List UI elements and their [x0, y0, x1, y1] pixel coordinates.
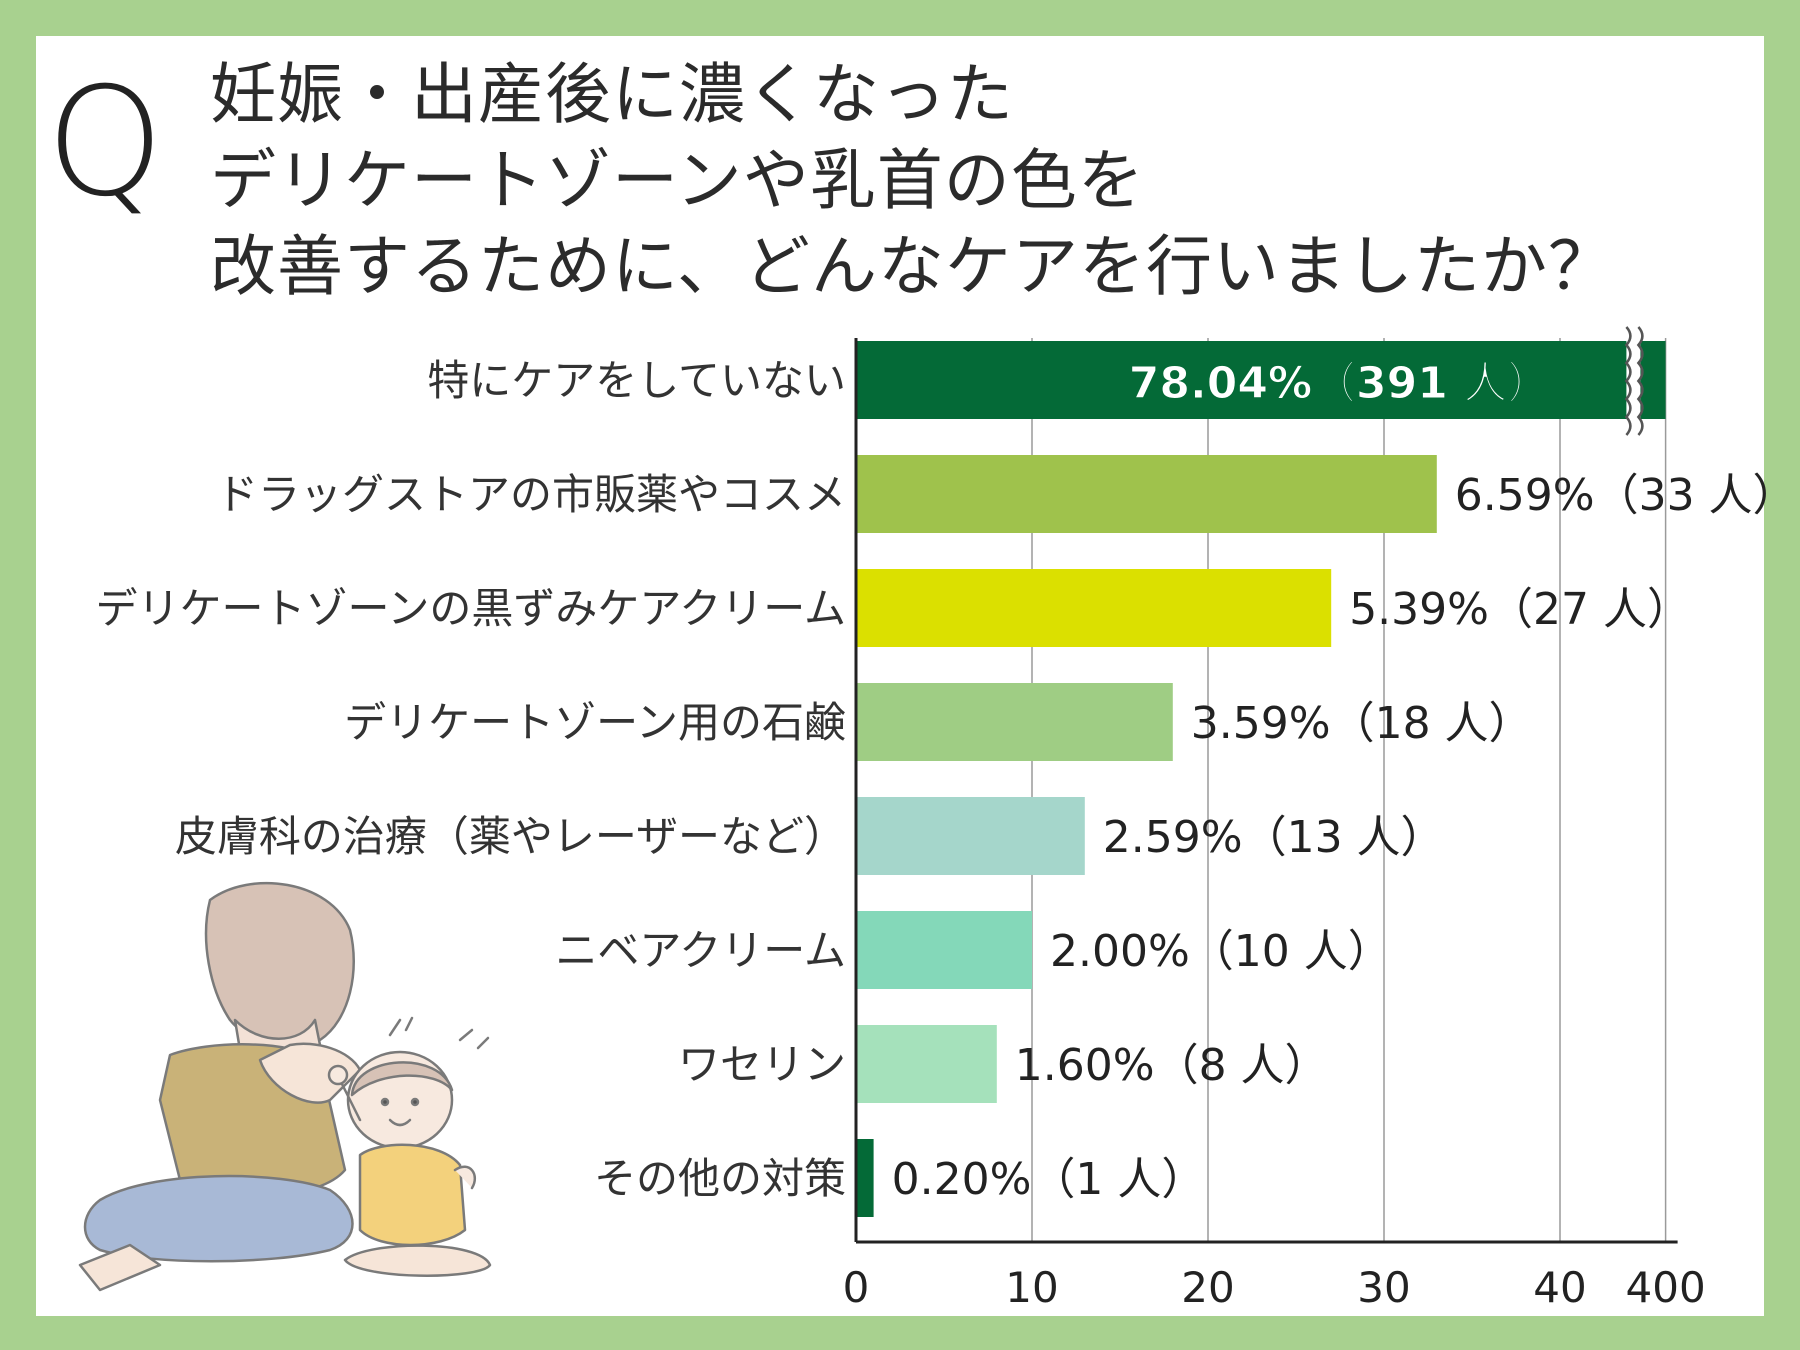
data-label: 1.60%（8 人） [1015, 1040, 1329, 1091]
x-tick-label: 10 [1005, 1263, 1058, 1312]
mother-baby-illustration [78, 881, 492, 1292]
baby-figure [327, 1050, 492, 1277]
category-label: ドラッグストアの市販薬やコスメ [216, 470, 846, 519]
category-label: 特にケアをしていない [427, 356, 846, 405]
bar [856, 911, 1032, 989]
x-tick-label: 0 [843, 1263, 870, 1312]
title-line-2: デリケートゾーンや乳首の色を [210, 142, 1145, 219]
x-tick-label: 40 [1533, 1263, 1586, 1312]
category-label: デリケートゾーン用の石鹸 [344, 698, 846, 747]
x-tick-label: 20 [1181, 1263, 1234, 1312]
bar [856, 455, 1437, 533]
bar [856, 1139, 874, 1217]
data-label: 78.04%（391 人） [1129, 358, 1551, 409]
category-label: その他の対策 [594, 1154, 846, 1203]
bar [856, 683, 1173, 761]
data-label: 3.59%（18 人） [1191, 698, 1533, 749]
title-line-3: 改善するために、どんなケアを行いましたか？ [210, 228, 1616, 305]
x-tick-label: 30 [1357, 1263, 1410, 1312]
bar [856, 797, 1085, 875]
data-label: 2.00%（10 人） [1050, 926, 1392, 977]
mother-figure [78, 881, 362, 1292]
axis-break-mark [1624, 326, 1632, 436]
category-label: ワセリン [678, 1040, 846, 1089]
data-label: 0.20%（1 人） [892, 1154, 1206, 1205]
title-line-1: 妊娠・出産後に濃くなった [210, 56, 1014, 133]
bar [856, 341, 1666, 419]
data-label: 5.39%（27 人） [1349, 584, 1691, 635]
category-label: 皮膚科の治療（薬やレーザーなど） [175, 812, 846, 861]
category-label: デリケートゾーンの黒ずみケアクリーム [95, 584, 846, 633]
question-mark-q: Q [46, 56, 165, 230]
bar [856, 1025, 997, 1103]
data-label: 2.59%（13 人） [1103, 812, 1445, 863]
axis-break-mark [1636, 326, 1644, 436]
bar [856, 569, 1332, 647]
category-label: ニベアクリーム [555, 926, 846, 975]
data-label: 6.59%（33 人） [1455, 470, 1797, 521]
x-tick-label: 400 [1626, 1263, 1706, 1312]
motion-marks [388, 1016, 490, 1050]
